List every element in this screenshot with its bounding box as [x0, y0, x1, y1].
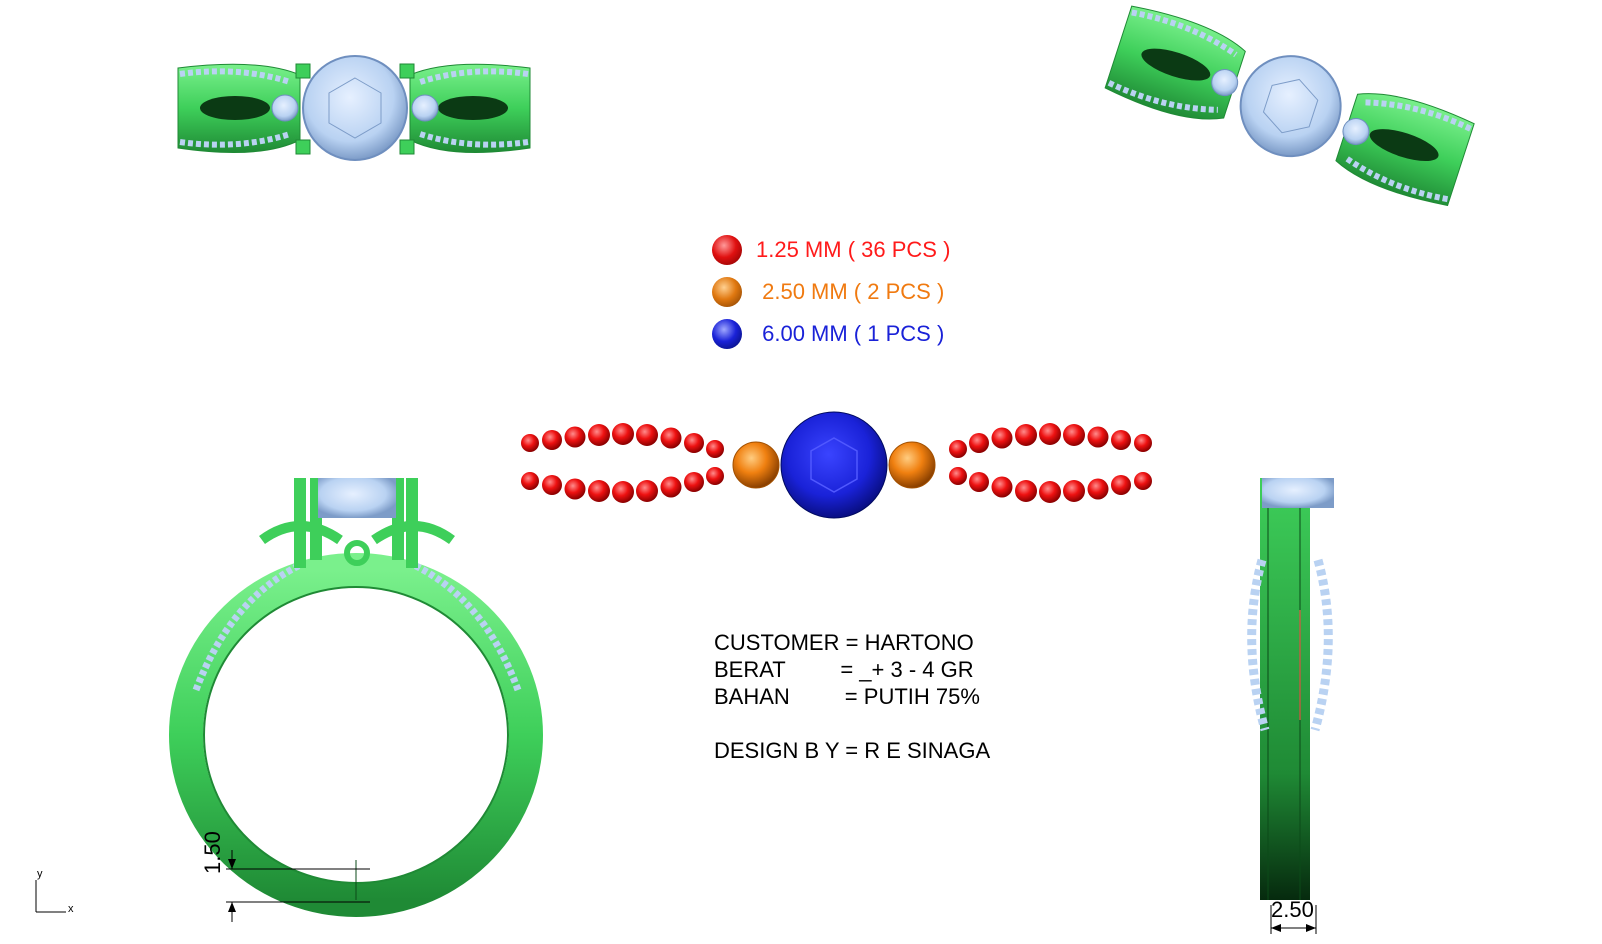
stone-layout — [521, 411, 1152, 519]
axis-label-x: x — [68, 903, 74, 915]
center-stone — [780, 411, 888, 519]
legend-item-center-stone: 6.00 MM ( 1 PCS ) — [712, 319, 944, 349]
spec-material: BAHAN = PUTIH 75% — [714, 684, 980, 709]
ring-top-view — [177, 55, 531, 161]
legend-label: 1.25 MM ( 36 PCS ) — [756, 237, 951, 262]
legend-item-small-stone: 1.25 MM ( 36 PCS ) — [712, 235, 950, 265]
small-stones-right-upper — [949, 423, 1152, 458]
legend-label: 2.50 MM ( 2 PCS ) — [756, 279, 945, 304]
spec-customer: CUSTOMER = HARTONO — [714, 630, 974, 655]
side-stone-left — [732, 441, 780, 489]
small-stones-left-lower — [521, 467, 724, 503]
dimension-label-thickness: 1.50 — [200, 831, 225, 874]
blue-stone-icon — [712, 319, 742, 349]
ring-front-view — [169, 478, 543, 917]
dimension-shank-thickness — [226, 850, 370, 922]
spec-weight: BERAT = _+ 3 - 4 GR — [714, 657, 974, 682]
orange-stone-icon — [712, 277, 742, 307]
red-stone-icon — [712, 235, 742, 265]
legend-item-side-stone: 2.50 MM ( 2 PCS ) — [712, 277, 944, 307]
axis-indicator — [35, 880, 66, 913]
spec-designer: DESIGN B Y = R E SINAGA — [714, 738, 991, 763]
small-stones-right-lower — [949, 467, 1152, 503]
small-stones-left-upper — [521, 423, 724, 458]
axis-label-y: y — [37, 868, 43, 880]
dimension-label-width: 2.50 — [1271, 897, 1314, 922]
dimension-shank-width — [1270, 905, 1317, 934]
ring-perspective-view — [1104, 5, 1475, 207]
ring-side-view — [1247, 478, 1334, 900]
legend-label: 6.00 MM ( 1 PCS ) — [756, 321, 945, 346]
side-stone-right — [888, 441, 936, 489]
